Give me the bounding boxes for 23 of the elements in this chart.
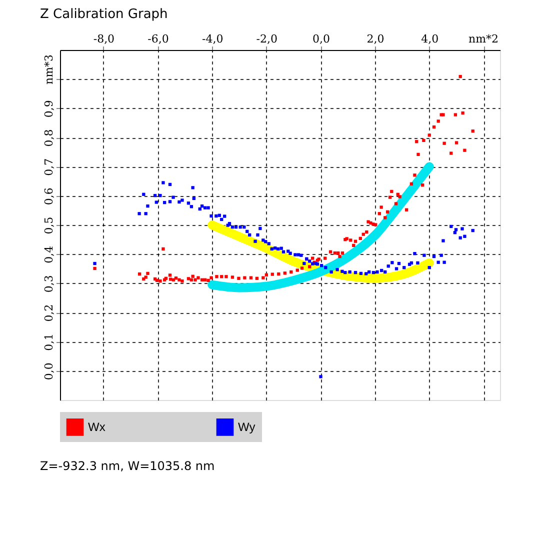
y-tick-label: 0,5	[42, 216, 56, 234]
legend-label: Wy	[238, 420, 256, 434]
x-tick-label: 2,0	[366, 32, 384, 46]
y-tick-label: 0,1	[42, 333, 56, 351]
x-tick-label: -6,0	[148, 32, 169, 46]
x-tick-label: 4,0	[421, 32, 439, 46]
y-tick-label: 0,6	[42, 188, 56, 206]
legend-label: Wx	[88, 420, 106, 434]
y-tick-label: 0,7	[42, 158, 56, 176]
y-tick-label: 0,4	[42, 246, 56, 264]
x-axis-title: nm*2	[468, 32, 498, 46]
y-tick-label: 0,0	[42, 362, 56, 380]
y-tick-label: 0,9	[42, 100, 56, 118]
x-tick-label: 0,0	[312, 32, 330, 46]
x-tick-label: -8,0	[93, 32, 115, 46]
y-axis-title: nm*3	[42, 54, 56, 85]
y-tick-label: 0,8	[42, 129, 56, 147]
chart-title: Z Calibration Graph	[40, 7, 168, 22]
y-tick-label: 0,3	[42, 275, 56, 293]
x-tick-label: -2,0	[256, 32, 278, 46]
x-tick-label: -4,0	[202, 32, 224, 46]
text: Z=-932.3 nm, W=1035.8 nm	[40, 459, 215, 473]
y-tick-label: 0,2	[42, 304, 56, 322]
